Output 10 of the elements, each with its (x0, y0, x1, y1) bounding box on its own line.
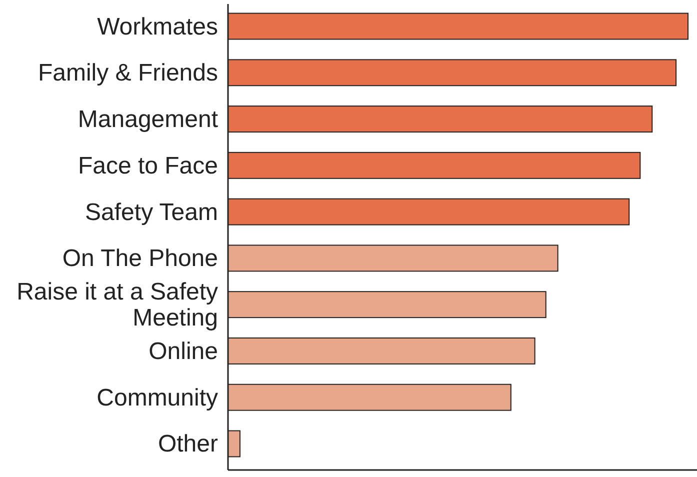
y-tick-label: Family & Friends (38, 60, 218, 87)
y-tick-label: Management (78, 106, 218, 134)
y-tick-label: Community (96, 384, 218, 412)
y-tick-label: Workmates (97, 13, 218, 40)
y-tick-label: Online (148, 338, 218, 365)
y-tick-label: On The Phone (62, 245, 218, 272)
y-tick-label: Raise it at a Safety Meeting (16, 278, 218, 332)
y-tick-label: Face to Face (78, 152, 218, 180)
y-tick-label: Other (158, 430, 218, 458)
y-tick-label: Safety Team (85, 198, 218, 226)
